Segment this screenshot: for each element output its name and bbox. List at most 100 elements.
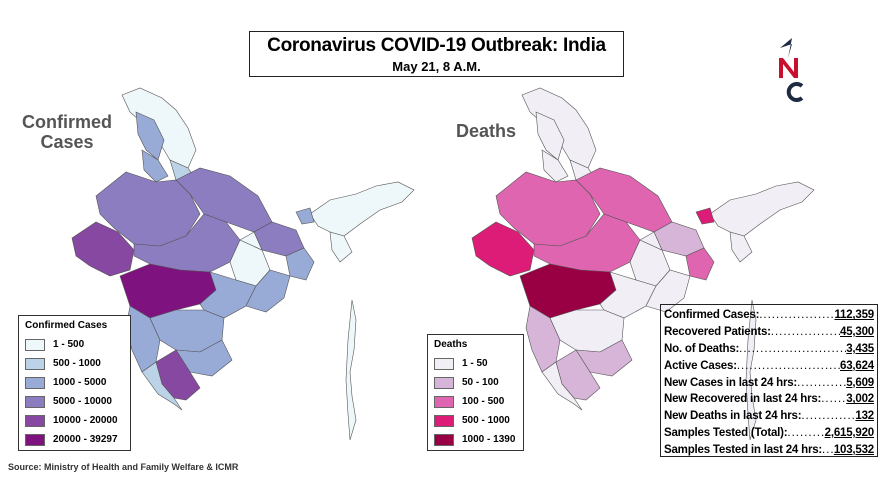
deaths-legend-title: Deaths [434,339,468,350]
stat-leader-dots [797,377,846,389]
stat-label: New Deaths in last 24 hrs: [664,410,802,423]
legend-label: 1 - 50 [462,358,488,369]
stat-value: 5,609 [846,376,874,389]
stat-leader-dots [739,343,846,355]
confirmed-region-odisha [245,269,291,313]
page-title: Coronavirus COVID-19 Outbreak: India [267,35,606,56]
stat-row: Samples Tested (Total): 2,615,920 [664,425,874,442]
confirmed-cases-map [71,87,415,441]
stat-value: 132 [855,410,874,423]
stat-value: 3,435 [846,342,874,355]
stat-row: Confirmed Cases: 112,359 [664,307,874,324]
legend-swatch [434,357,454,370]
deaths-region-sikkim [695,207,715,225]
stat-label: Active Cases: [664,359,737,372]
legend-swatch [25,357,45,370]
confirmed-region-sikkim [295,207,315,225]
legend-swatch [434,376,454,389]
legend-swatch [434,395,454,408]
legend-label: 100 - 500 [462,396,505,407]
title-box: Coronavirus COVID-19 Outbreak: India May… [249,31,624,77]
confirmed-region-ne-main [309,181,415,237]
stat-value: 2,615,920 [824,426,875,439]
deaths-legend-item: 50 - 100 [434,373,517,392]
legend-swatch [25,338,45,351]
confirmed-map-label: Confirmed Cases [22,112,112,152]
deaths-region-west-coast [471,221,535,277]
stat-leader-dots [801,410,855,422]
confirmed-legend-item: 500 - 1000 [25,354,124,373]
deaths-legend-item: 100 - 500 [434,392,517,411]
deaths-legend-item: 1 - 50 [434,354,517,373]
legend-label: 20000 - 39297 [53,434,118,445]
legend-label: 1000 - 1390 [462,434,516,445]
stat-row: New Deaths in last 24 hrs: 132 [664,408,874,425]
stat-label: Confirmed Cases: [664,309,760,322]
stat-label: New Cases in last 24 hrs: [664,376,798,389]
nc-logo-icon [779,38,804,102]
legend-swatch [25,395,45,408]
stat-leader-dots [771,326,840,338]
confirmed-region-ne-south [329,231,353,263]
confirmed-legend-item: 5000 - 10000 [25,392,124,411]
legend-label: 500 - 1000 [53,358,101,369]
confirmed-region-central-east [239,231,263,251]
legend-swatch [434,433,454,446]
stat-row: Active Cases: 63,624 [664,357,874,374]
legend-swatch [25,414,45,427]
legend-label: 1 - 500 [53,339,85,350]
legend-label: 500 - 1000 [462,415,510,426]
legend-swatch [25,376,45,389]
confirmed-legend-item: 1000 - 5000 [25,373,124,392]
source-note: Source: Ministry of Health and Family We… [8,462,239,472]
stat-value: 112,359 [834,309,874,322]
stat-row: New Recovered in last 24 hrs: 3,002 [664,391,874,408]
deaths-region-odisha [645,269,691,313]
deaths-region-ne-south [729,231,753,263]
deaths-map-label: Deaths [456,121,517,141]
stat-leader-dots [821,393,846,405]
page-subtitle: May 21, 8 A.M. [392,59,481,74]
deaths-region-central-east [639,231,663,251]
confirmed-legend-item: 20000 - 39297 [25,430,124,449]
stat-value: 45,300 [840,326,874,339]
legend-label: 5000 - 10000 [53,396,112,407]
legend-label: 10000 - 20000 [53,415,118,426]
confirmed-region-west-coast [71,221,135,277]
stat-label: Recovered Patients: [664,326,771,339]
legend-swatch [25,433,45,446]
deaths-region-ne-main [709,181,815,237]
stat-row: Recovered Patients: 45,300 [664,324,874,341]
legend-label: 50 - 100 [462,377,499,388]
stat-row: No. of Deaths: 3,435 [664,341,874,358]
stat-row: Samples Tested in last 24 hrs: 103,532 [664,441,874,458]
deaths-legend-item: 500 - 1000 [434,411,517,430]
confirmed-region-west-big [95,171,201,247]
confirmed-region-north-low [141,149,169,183]
legend-swatch [434,414,454,427]
stat-label: Samples Tested (Total): [664,426,788,439]
stats-panel: Confirmed Cases: 112,359 Recovered Patient… [660,304,878,457]
stat-value: 103,532 [833,443,874,456]
legend-label: 1000 - 5000 [53,377,107,388]
confirmed-region-east-coast [285,247,315,281]
confirmed-region-andaman [345,299,357,441]
deaths-region-east-coast [685,247,715,281]
stat-value: 3,002 [846,393,874,406]
confirmed-legend-title: Confirmed Cases [25,320,108,331]
deaths-map [471,87,815,441]
confirmed-legend: Confirmed Cases 1 - 500 500 - 1000 1000 - … [18,315,131,451]
confirmed-legend-item: 1 - 500 [25,335,124,354]
stat-row: New Cases in last 24 hrs: 5,609 [664,374,874,391]
confirmed-region-kerala [141,361,183,411]
deaths-region-west-big [495,171,601,247]
stat-value: 63,624 [840,359,874,372]
confirmed-legend-item: 10000 - 20000 [25,411,124,430]
stat-label: Samples Tested in last 24 hrs: [664,443,823,456]
stat-label: New Recovered in last 24 hrs: [664,393,822,406]
stat-leader-dots [822,444,834,456]
deaths-legend-item: 1000 - 1390 [434,430,517,449]
stat-label: No. of Deaths: [664,342,740,355]
stat-leader-dots [759,309,834,321]
